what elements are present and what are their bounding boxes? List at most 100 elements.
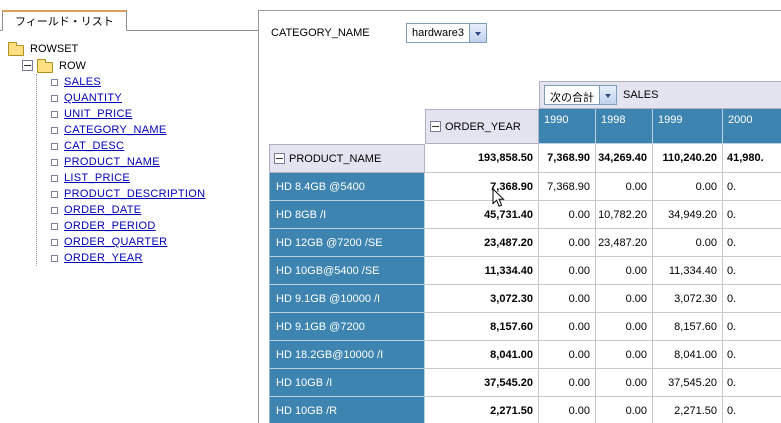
data-cell: 0.00 [596,313,653,341]
row-total-cell: 11,334.40 [425,257,539,285]
data-cell: 2,271.50 [653,397,723,423]
row-header[interactable]: HD 9.1GB @10000 /I [269,285,425,313]
year-column-header[interactable]: 1999 [653,109,723,144]
field-link-order_year[interactable]: ORDER_YEAR [64,252,143,264]
category-filter-combo[interactable]: hardware3 [406,23,487,43]
leaf-bullet-icon [51,158,58,166]
field-list-panel: フィールド・リスト ROWSET ROW SALES QUANTITY UNIT_P… [0,0,259,423]
data-cell: 0.00 [596,397,653,423]
data-cell: 0.00 [539,397,596,423]
tree-leaf-order_period: ORDER_PERIOD [51,218,256,234]
row-total-cell: 23,487.20 [425,229,539,257]
data-cell: 0.00 [539,201,596,229]
row-total-cell: 45,731.40 [425,201,539,229]
data-cell: 0. [723,229,781,257]
field-link-category_name[interactable]: CATEGORY_NAME [64,124,167,136]
row-header[interactable]: HD 18.2GB@10000 /I [269,341,425,369]
row-header[interactable]: HD 8.4GB @5400 [269,173,425,201]
leaf-bullet-icon [51,110,58,118]
data-cell: 7,368.90 [539,173,596,201]
collapse-icon[interactable] [274,153,285,164]
row-total-cell: 2,271.50 [425,397,539,423]
tree-node-row-label: ROW [59,59,86,72]
folder-icon [8,41,24,56]
pivot-table: 次の合計 SALES ORDER_YEAR PRODUCT_NAME 1990 1… [269,81,781,423]
tree-leaf-category_name: CATEGORY_NAME [51,122,256,138]
leaf-bullet-icon [51,238,58,246]
tree-node-rowset-label: ROWSET [30,42,79,55]
col-dimension-label: ORDER_YEAR [445,120,521,133]
field-link-order_quarter[interactable]: ORDER_QUARTER [64,236,168,248]
tree-branch-rowset: ROW SALES QUANTITY UNIT_PRICE CATEGORY_NAME… [22,57,256,266]
leaf-bullet-icon [51,126,58,134]
leaf-bullet-icon [51,254,58,262]
data-cell: 23,487.20 [596,229,653,257]
field-link-quantity[interactable]: QUANTITY [64,92,123,104]
row-header[interactable]: HD 10GB@5400 /SE [269,257,425,285]
data-cell: 0.00 [653,173,723,201]
tree-node-rowset[interactable]: ROWSET [8,40,256,57]
field-link-sales[interactable]: SALES [64,76,101,88]
data-cell: 0.00 [596,369,653,397]
row-header[interactable]: HD 9.1GB @7200 [269,313,425,341]
collapse-icon[interactable] [430,121,441,132]
col-dimension-header-cell[interactable]: ORDER_YEAR [425,109,539,144]
leaf-bullet-icon [51,174,58,182]
row-header[interactable]: HD 8GB /I [269,201,425,229]
field-link-order_period[interactable]: ORDER_PERIOD [64,220,156,232]
category-filter-label: CATEGORY_NAME [271,27,370,39]
year-column-header[interactable]: 2000 [723,109,781,144]
pivot-panel: CATEGORY_NAME hardware3 次の合計 SALES ORDER… [258,10,781,423]
measure-header-cell: 次の合計 SALES [539,81,781,109]
grand-total-cell: 7,368.90 [539,144,596,173]
dropdown-arrow-icon[interactable] [599,86,616,104]
data-cell: 3,072.30 [653,285,723,313]
data-cell: 0.00 [596,257,653,285]
data-cell: 0.00 [596,341,653,369]
data-cell: 0.00 [596,173,653,201]
row-dimension-label: PRODUCT_NAME [289,152,382,165]
year-column-header[interactable]: 1998 [596,109,653,144]
tree-leaf-sales: SALES [51,74,256,90]
dropdown-arrow-icon[interactable] [468,24,486,42]
tab-strip-divider [0,30,259,31]
row-header[interactable]: HD 12GB @7200 /SE [269,229,425,257]
field-link-unit_price[interactable]: UNIT_PRICE [64,108,133,120]
data-cell: 0. [723,257,781,285]
field-link-product_description[interactable]: PRODUCT_DESCRIPTION [64,188,206,200]
leaf-bullet-icon [51,94,58,102]
tree-leaf-unit_price: UNIT_PRICE [51,106,256,122]
row-total-cell: 8,157.60 [425,313,539,341]
field-link-list_price[interactable]: LIST_PRICE [64,172,130,184]
leaf-bullet-icon [51,206,58,214]
row-dimension-header-cell[interactable]: PRODUCT_NAME [269,144,425,173]
data-cell: 34,949.20 [653,201,723,229]
aggregation-combo-value: 次の合計 [550,92,594,104]
data-cell: 0. [723,369,781,397]
row-total-cell: 7,368.90 [425,173,539,201]
tree-leaf-quantity: QUANTITY [51,90,256,106]
data-cell: 0. [723,397,781,423]
tree-branch-row: SALES QUANTITY UNIT_PRICE CATEGORY_NAME CAT_… [36,74,256,266]
row-header[interactable]: HD 10GB /I [269,369,425,397]
tab-field-list[interactable]: フィールド・リスト [2,10,127,31]
row-header[interactable]: HD 10GB /R [269,397,425,423]
field-link-cat_desc[interactable]: CAT_DESC [64,140,125,152]
tree-node-row[interactable]: ROW [22,57,256,74]
data-cell: 0.00 [596,285,653,313]
field-link-order_date[interactable]: ORDER_DATE [64,204,142,216]
tab-field-list-label: フィールド・リスト [15,16,114,28]
data-cell: 0.00 [539,285,596,313]
tree-leaf-product_description: PRODUCT_DESCRIPTION [51,186,256,202]
collapse-expander-icon[interactable] [22,60,33,71]
row-total-cell: 37,545.20 [425,369,539,397]
tree-leaf-product_name: PRODUCT_NAME [51,154,256,170]
aggregation-combo[interactable]: 次の合計 [544,85,617,105]
field-link-product_name[interactable]: PRODUCT_NAME [64,156,160,168]
measure-name-label: SALES [623,89,659,101]
data-cell: 8,157.60 [653,313,723,341]
data-cell: 11,334.40 [653,257,723,285]
year-column-header[interactable]: 1990 [539,109,596,144]
grand-total-cell: 193,858.50 [425,144,539,173]
